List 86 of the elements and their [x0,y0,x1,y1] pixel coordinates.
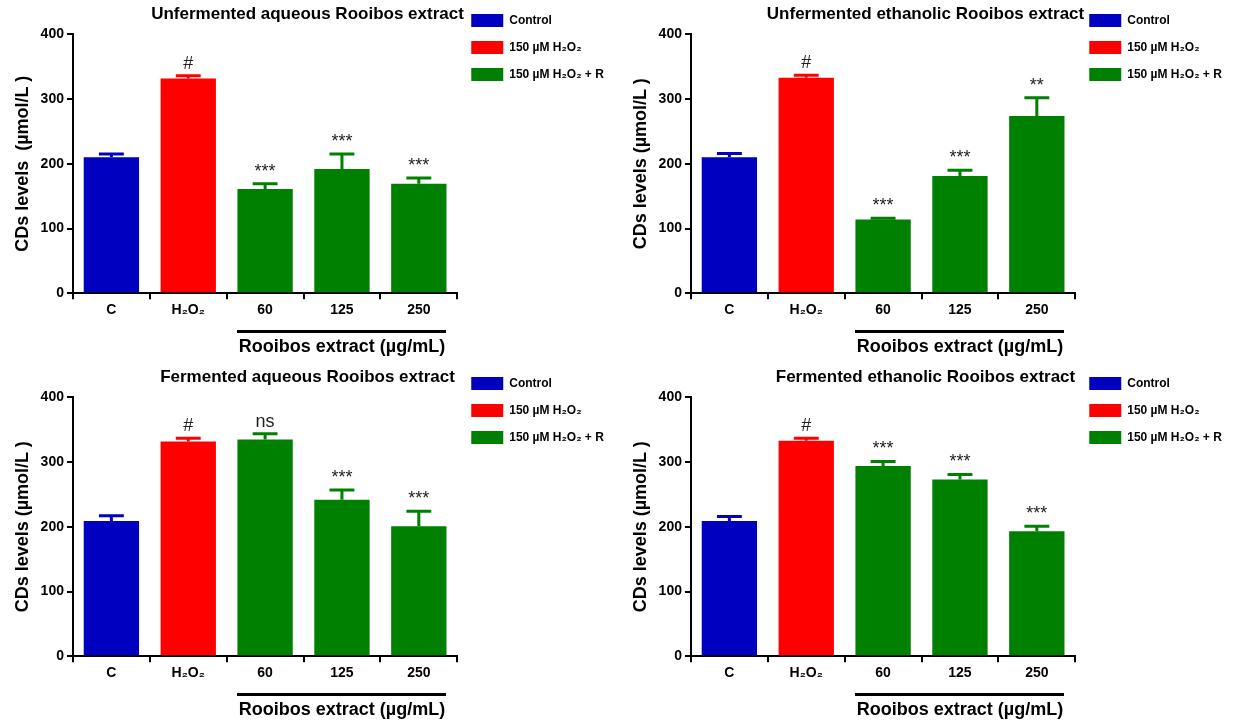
y-tick-label: 200 [40,517,65,534]
y-tick-label: 200 [658,154,683,171]
y-tick-label: 0 [674,284,683,301]
annotation: *** [1026,503,1048,524]
y-axis-title: CDs levels (µmol/L ) [11,75,32,252]
x-tick-label: 125 [330,301,354,318]
x-tick-label: 250 [407,301,431,318]
legend-label: 150 µM H₂O₂ + R [509,66,605,81]
x-tick-label: 125 [948,664,972,681]
x-tick-label: C [724,301,735,318]
annotation: *** [872,438,894,459]
legend-label: 150 µM H₂O₂ + R [1127,429,1223,444]
annotation: *** [331,466,353,487]
legend-label: Control [1127,375,1170,390]
x-tick-label: 250 [1025,664,1049,681]
y-tick-label: 200 [658,517,683,534]
legend-label: Control [509,375,552,390]
y-tick-label: 400 [658,388,683,405]
y-tick-label: 0 [56,647,65,664]
x-axis-title: Rooibos extract (µg/mL) [238,335,446,356]
bar [160,78,216,293]
y-tick-label: 0 [674,647,683,664]
annotation: # [183,52,194,73]
x-tick-label: 60 [257,664,274,681]
x-tick-label: 60 [875,301,892,318]
annotation: *** [254,160,276,181]
x-tick-label: 125 [330,664,354,681]
y-tick-label: 0 [56,284,65,301]
bar [778,77,834,293]
y-tick-label: 300 [658,452,683,469]
annotation: # [183,415,194,436]
x-axis-title: Rooibos extract (µg/mL) [238,698,446,719]
legend-label: Control [1127,12,1170,27]
y-tick-label: 400 [40,25,65,42]
x-tick-label: 60 [257,301,274,318]
bar [160,441,216,656]
x-tick-label: C [106,664,117,681]
chart-title: Unfermented aqueous Rooibos extract [151,3,465,23]
x-axis-title: Rooibos extract (µg/mL) [856,335,1064,356]
legend-label: 150 µM H₂O₂ [509,39,582,54]
annotation: *** [949,147,971,168]
x-tick-label: C [106,301,117,318]
y-tick-label: 400 [658,25,683,42]
bar [83,157,140,293]
annotation: *** [949,451,971,472]
x-tick-label: 250 [407,664,431,681]
x-tick-label: 125 [948,301,972,318]
x-tick-label: H₂O₂ [789,301,823,318]
y-tick-label: 300 [40,452,65,469]
y-tick-label: 300 [658,89,683,106]
legend-label: 150 µM H₂O₂ [1127,402,1200,417]
chart-title: Unfermented ethanolic Rooibos extract [766,3,1085,23]
y-tick-label: 100 [40,219,65,236]
legend-label: 150 µM H₂O₂ [509,402,582,417]
legend-label: 150 µM H₂O₂ [1127,39,1200,54]
x-tick-label: C [724,664,735,681]
annotation: *** [872,195,894,216]
legend-label: 150 µM H₂O₂ + R [509,429,605,444]
x-tick-label: H₂O₂ [171,664,205,681]
y-axis-title: CDs levels (µmol/L ) [629,78,650,250]
chart-title: Fermented aqueous Rooibos extract [160,366,456,386]
y-tick-label: 100 [658,219,683,236]
bar [778,440,834,656]
annotation: *** [408,488,430,509]
annotation: ns [255,410,275,431]
bar [855,219,911,293]
annotation: # [801,415,812,436]
y-axis-title: CDs levels (µmol/L ) [629,441,650,613]
chart-title: Fermented ethanolic Rooibos extract [775,366,1076,386]
y-tick-label: 400 [40,388,65,405]
y-tick-label: 200 [40,154,65,171]
annotation: *** [331,131,353,152]
y-tick-label: 300 [40,89,65,106]
y-axis-title: CDs levels (µmol/L ) [11,441,32,613]
y-tick-label: 100 [40,582,65,599]
legend-label: 150 µM H₂O₂ + R [1127,66,1223,81]
annotation: # [801,52,812,73]
y-tick-label: 100 [658,582,683,599]
annotation: *** [408,155,430,175]
x-tick-label: 250 [1025,301,1049,318]
legend-label: Control [509,12,552,27]
annotation: ** [1029,74,1044,95]
x-axis-title: Rooibos extract (µg/mL) [856,698,1064,719]
x-tick-label: H₂O₂ [789,664,823,681]
x-tick-label: H₂O₂ [171,301,205,318]
x-tick-label: 60 [875,664,892,681]
